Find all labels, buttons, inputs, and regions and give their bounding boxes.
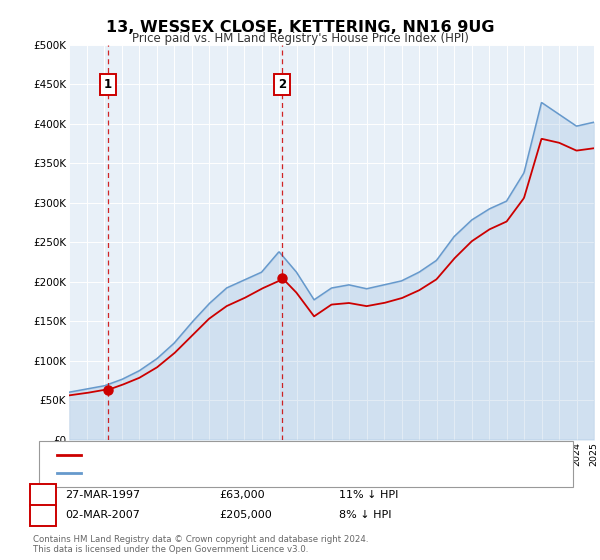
Text: HPI: Average price, detached house, North Northamptonshire: HPI: Average price, detached house, Nort… — [87, 468, 393, 478]
Text: 2: 2 — [39, 508, 47, 522]
Text: 1: 1 — [104, 78, 112, 91]
Text: 02-MAR-2007: 02-MAR-2007 — [65, 510, 140, 520]
Text: Price paid vs. HM Land Registry's House Price Index (HPI): Price paid vs. HM Land Registry's House … — [131, 32, 469, 45]
Text: 27-MAR-1997: 27-MAR-1997 — [65, 490, 140, 500]
Text: 11% ↓ HPI: 11% ↓ HPI — [339, 490, 398, 500]
Text: 8% ↓ HPI: 8% ↓ HPI — [339, 510, 391, 520]
Text: Contains HM Land Registry data © Crown copyright and database right 2024.: Contains HM Land Registry data © Crown c… — [33, 535, 368, 544]
Text: £63,000: £63,000 — [219, 490, 265, 500]
Text: 13, WESSEX CLOSE, KETTERING, NN16 9UG: 13, WESSEX CLOSE, KETTERING, NN16 9UG — [106, 20, 494, 35]
Text: 2: 2 — [278, 78, 286, 91]
Text: £205,000: £205,000 — [219, 510, 272, 520]
Text: This data is licensed under the Open Government Licence v3.0.: This data is licensed under the Open Gov… — [33, 545, 308, 554]
Text: 13, WESSEX CLOSE, KETTERING, NN16 9UG (detached house): 13, WESSEX CLOSE, KETTERING, NN16 9UG (d… — [87, 450, 395, 460]
Text: 1: 1 — [39, 488, 47, 502]
